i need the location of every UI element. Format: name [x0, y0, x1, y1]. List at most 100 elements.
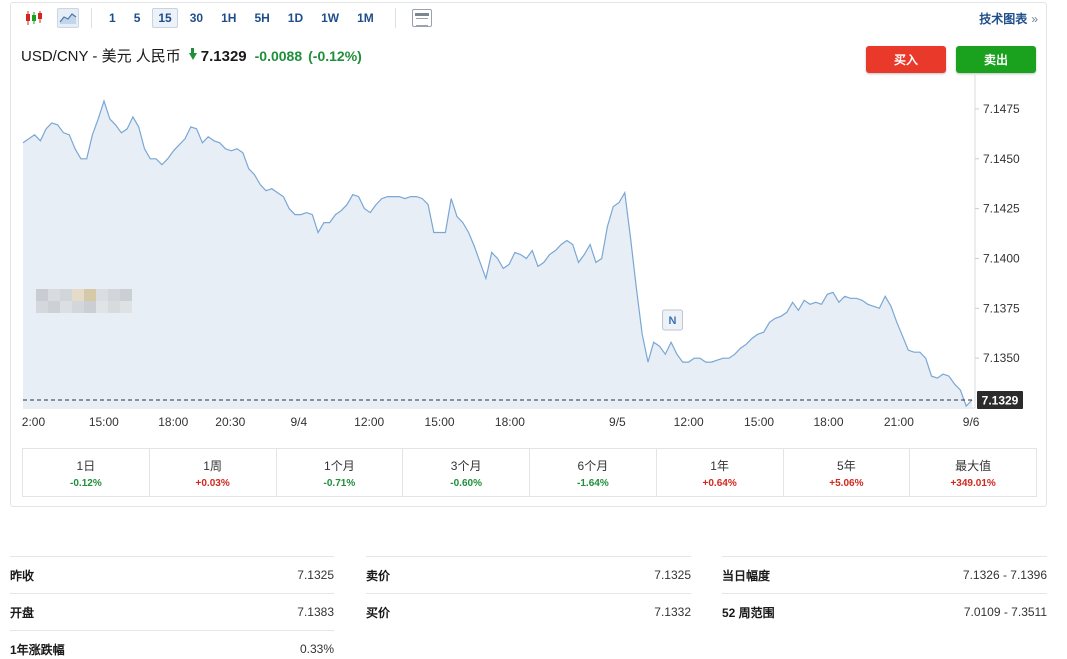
news-marker-box: [662, 309, 684, 331]
period-1w[interactable]: 1周 +0.03%: [150, 449, 277, 496]
period-change: +349.01%: [950, 477, 996, 489]
x-tick-label: 2:00: [22, 415, 46, 429]
news-marker[interactable]: N: [662, 309, 684, 331]
period-change: +0.64%: [702, 477, 737, 489]
x-tick-label: 18:00: [813, 415, 843, 429]
period-label: 6个月: [577, 458, 609, 473]
watermark-block: [60, 301, 72, 313]
price-area: [23, 100, 972, 409]
price-line: [22, 98, 973, 408]
watermark-block: [120, 289, 132, 301]
stat-label: 昨收: [10, 568, 35, 583]
interval-5[interactable]: 5: [133, 11, 141, 25]
interval-1d[interactable]: 1D: [287, 11, 304, 25]
stat-value: 0.33%: [299, 642, 334, 656]
x-tick-label: 18:00: [158, 415, 188, 429]
stat-label: 1年涨跌幅: [10, 642, 65, 657]
watermark-block: [84, 301, 96, 313]
stats-column-1: 昨收 7.1325 开盘 7.1383 1年涨跌幅 0.33%: [10, 556, 334, 659]
period-label: 1日: [76, 458, 96, 473]
period-max[interactable]: 最大值 +349.01%: [910, 449, 1036, 496]
stat-label: 开盘: [10, 605, 35, 620]
stats-column-2: 卖价 7.1325 买价 7.1332: [366, 556, 691, 659]
interval-1m[interactable]: 1M: [357, 11, 374, 25]
x-tick-label: 20:30: [215, 415, 245, 429]
stat-ask: 卖价 7.1325: [366, 556, 691, 593]
y-tick-label: 7.1400: [983, 251, 1020, 265]
period-label: 3个月: [450, 458, 482, 473]
watermark-block: [96, 301, 108, 313]
y-tick-label: 7.1450: [983, 152, 1020, 166]
technical-chart-label: 技术图表: [979, 12, 1028, 26]
price-change-percent: (-0.12%): [308, 48, 362, 64]
technical-chart-link[interactable]: 技术图表»: [979, 10, 1038, 27]
interval-1[interactable]: 1: [109, 11, 116, 25]
interval-30[interactable]: 30: [189, 11, 204, 25]
period-3m[interactable]: 3个月 -0.60%: [403, 449, 530, 496]
watermark-block: [108, 301, 120, 313]
down-arrow-icon: [188, 48, 197, 60]
news-marker-label: N: [669, 315, 677, 327]
calendar-icon[interactable]: [411, 9, 432, 27]
price-chart[interactable]: 7.1475 7.1450 7.1425 7.1400 7.1375 7.1350 2:00…: [11, 3, 1048, 443]
stat-value: 7.1326 - 7.1396: [962, 568, 1047, 582]
last-price-label: 7.1329: [982, 394, 1019, 408]
stat-prev-close: 昨收 7.1325: [10, 556, 334, 593]
period-label: 1周: [203, 458, 222, 473]
y-tick-label: 7.1475: [983, 102, 1020, 116]
stat-open: 开盘 7.1383: [10, 593, 334, 630]
x-tick-label: 12:00: [354, 415, 384, 429]
period-change: -0.71%: [323, 477, 356, 489]
watermark-block: [36, 301, 48, 313]
period-1y[interactable]: 1年 +0.64%: [657, 449, 784, 496]
stats-column-3: 当日幅度 7.1326 - 7.1396 52 周范围 7.0109 - 7.351…: [722, 556, 1047, 659]
period-label: 1个月: [324, 458, 355, 473]
watermark-block: [72, 289, 84, 301]
interval-1h[interactable]: 1H: [221, 11, 237, 25]
x-tick-label: 18:00: [495, 415, 525, 429]
candlestick-chart-icon[interactable]: [23, 8, 45, 28]
stat-value: 7.1332: [654, 605, 691, 619]
period-1m[interactable]: 1个月 -0.71%: [277, 449, 404, 496]
stat-value: 7.1325: [654, 568, 691, 582]
double-chevron-right-icon: »: [1031, 12, 1038, 26]
x-tick-label: 15:00: [89, 415, 119, 429]
toolbar-divider: [91, 8, 92, 28]
stat-day-range: 当日幅度 7.1326 - 7.1396: [722, 556, 1047, 593]
period-5y[interactable]: 5年 +5.06%: [784, 449, 911, 496]
chart-toolbar: 1 5 15 30 1H 5H 1D 1W 1M 技术图表»: [11, 3, 1046, 33]
watermark-block: [36, 289, 48, 301]
price-change: -0.0088: [254, 48, 303, 64]
interval-1w[interactable]: 1W: [321, 11, 340, 25]
watermark-block: [48, 301, 60, 313]
stat-value: 7.1383: [297, 605, 334, 619]
watermark-block: [84, 289, 96, 301]
period-1d[interactable]: 1日 -0.12%: [23, 449, 150, 496]
stat-label: 52 周范围: [722, 605, 775, 620]
y-tick-label: 7.1350: [983, 351, 1020, 365]
area-chart-icon[interactable]: [57, 8, 79, 28]
watermark-block: [60, 289, 72, 301]
period-6m[interactable]: 6个月 -1.64%: [530, 449, 657, 496]
buy-button[interactable]: 买入: [866, 46, 946, 73]
sell-button[interactable]: 卖出: [956, 46, 1036, 73]
period-change: -0.12%: [70, 477, 102, 489]
period-label: 5年: [837, 458, 856, 473]
currency-pair-title: USD/CNY - 美元 人民币: [21, 48, 181, 65]
last-price-tag: [977, 391, 1023, 410]
watermark-block: [48, 289, 60, 301]
x-tick-label: 15:00: [425, 415, 455, 429]
interval-15[interactable]: 15: [152, 8, 178, 28]
chart-widget: 1 5 15 30 1H 5H 1D 1W 1M 技术图表» USD/CNY -…: [10, 2, 1047, 507]
stat-value: 7.1325: [297, 568, 334, 582]
period-label: 最大值: [955, 458, 992, 473]
interval-5h[interactable]: 5H: [254, 11, 270, 25]
last-price: 7.1329: [200, 48, 247, 65]
watermark-block: [120, 301, 132, 313]
stat-52w-range: 52 周范围 7.0109 - 7.3511: [722, 593, 1047, 630]
stat-label: 当日幅度: [722, 568, 771, 583]
period-change: +0.03%: [195, 477, 230, 489]
x-tick-label: 21:00: [884, 415, 914, 429]
stat-label: 卖价: [366, 568, 391, 583]
period-change: -1.64%: [577, 477, 609, 489]
